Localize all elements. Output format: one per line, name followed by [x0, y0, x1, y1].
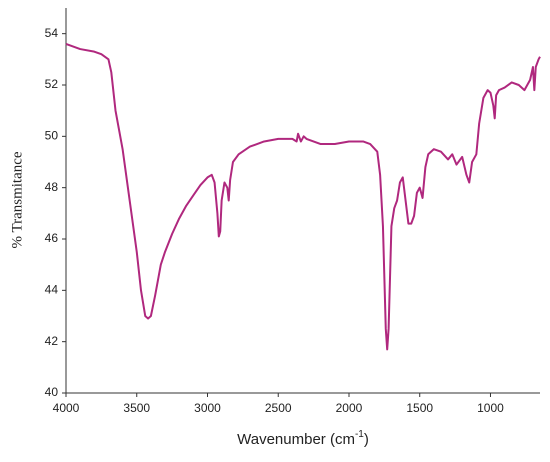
y-tick-label: 46	[45, 231, 59, 245]
x-label-tail: )	[364, 431, 369, 448]
y-tick-label: 50	[45, 129, 59, 143]
x-tick-label: 3000	[194, 401, 221, 415]
y-tick-label: 44	[45, 283, 59, 297]
x-label-sup: -1	[355, 429, 364, 440]
y-tick-label: 40	[45, 385, 59, 399]
x-tick-label: 3500	[123, 401, 150, 415]
y-axis-label: % Transmitance	[9, 151, 25, 248]
x-tick-label: 2500	[265, 401, 292, 415]
y-tick-label: 54	[45, 26, 59, 40]
x-label-text: Wavenumber (cm	[237, 431, 355, 448]
x-axis-label: Wavenumber (cm-1)	[237, 429, 369, 448]
x-tick-label: 4000	[53, 401, 80, 415]
y-tick-label: 42	[45, 334, 59, 348]
x-tick-label: 1000	[477, 401, 504, 415]
x-tick-label: 1500	[406, 401, 433, 415]
y-tick-label: 48	[45, 180, 59, 194]
spectrum-line	[65, 42, 541, 351]
y-tick-label: 52	[45, 77, 59, 91]
x-tick-label: 2000	[336, 401, 363, 415]
